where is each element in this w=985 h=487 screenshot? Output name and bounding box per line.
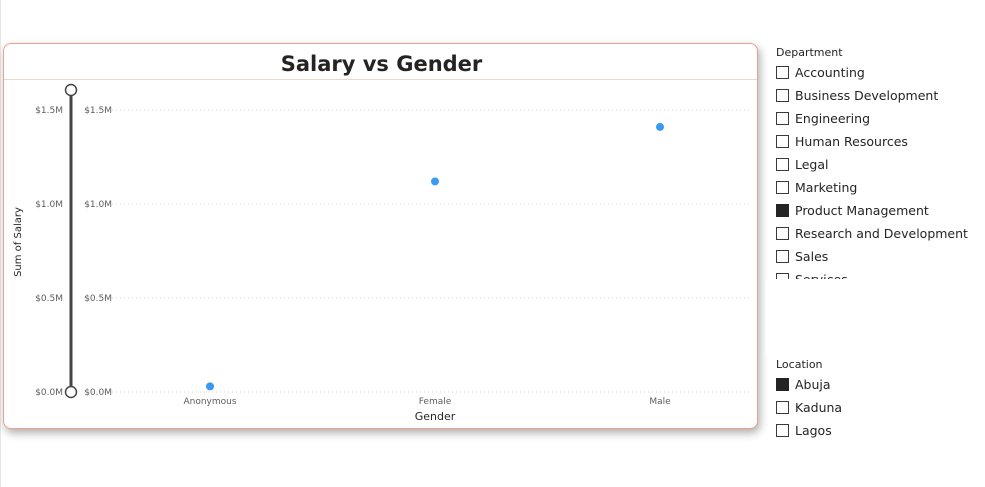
slider-handle-top[interactable]: [64, 83, 78, 97]
location-slicer-item[interactable]: Lagos: [776, 419, 985, 442]
chevron-down-icon[interactable]: ˅: [978, 46, 983, 54]
checkbox[interactable]: [776, 66, 789, 79]
checkbox[interactable]: [776, 181, 789, 194]
location-slicer: Location ˅ Abuja Kaduna Lagos: [776, 358, 985, 448]
department-slicer-item[interactable]: Marketing: [776, 176, 985, 199]
department-slicer-item-label: Accounting: [795, 65, 865, 80]
y-axis-title: Sum of Salary: [13, 207, 24, 277]
location-slicer-list: Abuja Kaduna Lagos: [776, 373, 985, 442]
slider-tick-label: $0.0M: [35, 388, 63, 398]
location-slicer-title: Location: [776, 358, 823, 371]
checkbox[interactable]: [776, 204, 789, 217]
chart-visual[interactable]: Salary vs Gender $0.0M $0.0M $0.5M $0.5M $1.…: [3, 43, 758, 429]
department-slicer-item-label: Research and Development: [795, 226, 968, 241]
department-slicer-item-label: Human Resources: [795, 134, 908, 149]
department-slicer-item[interactable]: Engineering: [776, 107, 985, 130]
data-point-female[interactable]: [431, 177, 439, 186]
checkbox[interactable]: [776, 112, 789, 125]
department-slicer-item[interactable]: Human Resources: [776, 130, 985, 153]
checkbox[interactable]: [776, 401, 789, 414]
location-slicer-item-label: Abuja: [795, 377, 831, 392]
location-slicer-header: Location ˅: [776, 358, 985, 372]
department-slicer: Department ˅ Accounting Business Developm…: [776, 46, 985, 279]
checkbox[interactable]: [776, 227, 789, 240]
scatter-plot: $0.0M $0.0M $0.5M $0.5M $1.0M $1.0M $1.5M $1.5M…: [13, 83, 749, 423]
department-slicer-item-label: Engineering: [795, 111, 870, 126]
department-slicer-list: Accounting Business Development Engineerin…: [776, 61, 985, 279]
department-slicer-item[interactable]: Sales: [776, 245, 985, 268]
department-slicer-item[interactable]: Services: [776, 268, 985, 279]
x-tick-label: Anonymous: [183, 397, 236, 407]
checkbox[interactable]: [776, 250, 789, 263]
canvas-left-border: [0, 0, 1, 487]
chart-title: Salary vs Gender: [280, 52, 483, 76]
checkbox[interactable]: [776, 89, 789, 102]
location-slicer-item-label: Kaduna: [795, 400, 843, 415]
checkbox[interactable]: [776, 273, 789, 279]
slider-tick-label: $1.5M: [35, 106, 63, 116]
canvas-gap: [766, 279, 985, 355]
department-slicer-item-label: Sales: [795, 249, 829, 264]
y-tick-label: $1.5M: [84, 106, 112, 116]
department-slicer-item-label: Product Management: [795, 203, 929, 218]
location-slicer-item[interactable]: Kaduna: [776, 396, 985, 419]
x-tick-label: Female: [419, 397, 452, 407]
slider-handle-bottom[interactable]: [64, 385, 78, 399]
checkbox[interactable]: [776, 378, 789, 391]
department-slicer-item-label: Business Development: [795, 88, 939, 103]
title-divider: [4, 79, 757, 80]
department-slicer-item-label: Services: [795, 272, 848, 279]
department-slicer-title: Department: [776, 46, 843, 59]
slider-tick-label: $1.0M: [35, 200, 63, 210]
department-slicer-item[interactable]: Accounting: [776, 61, 985, 84]
department-slicer-header: Department ˅: [776, 46, 985, 60]
checkbox[interactable]: [776, 424, 789, 437]
slider-tick-label: $0.5M: [35, 294, 63, 304]
department-slicer-item-label: Legal: [795, 157, 829, 172]
data-point-male[interactable]: [656, 122, 664, 131]
location-slicer-item[interactable]: Abuja: [776, 373, 985, 396]
department-slicer-item[interactable]: Business Development: [776, 84, 985, 107]
department-slicer-item[interactable]: Research and Development: [776, 222, 985, 245]
y-tick-label: $0.5M: [84, 294, 112, 304]
checkbox[interactable]: [776, 135, 789, 148]
x-tick-label: Male: [649, 397, 671, 407]
y-tick-label: $1.0M: [84, 200, 112, 210]
department-slicer-item-label: Marketing: [795, 180, 858, 195]
department-slicer-item[interactable]: Product Management: [776, 199, 985, 222]
y-tick-label: $0.0M: [84, 388, 112, 398]
department-slicer-item[interactable]: Legal: [776, 153, 985, 176]
chevron-down-icon[interactable]: ˅: [978, 358, 983, 366]
checkbox[interactable]: [776, 158, 789, 171]
data-point-anonymous[interactable]: [206, 382, 214, 391]
x-axis-title: Gender: [415, 410, 456, 423]
location-slicer-item-label: Lagos: [795, 423, 832, 438]
